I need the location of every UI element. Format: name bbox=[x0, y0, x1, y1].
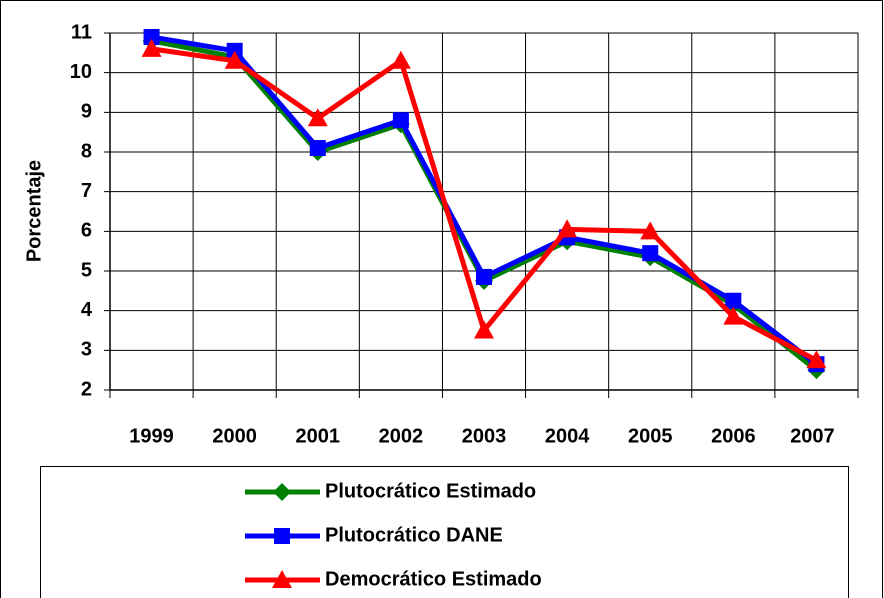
x-tick-label: 2002 bbox=[379, 425, 424, 447]
marker bbox=[392, 112, 409, 129]
x-tick-label: 2003 bbox=[462, 425, 507, 447]
legend-label: Plutocrático Estimado bbox=[325, 480, 536, 502]
x-tick-label: 1999 bbox=[129, 425, 174, 447]
y-tick-label: 9 bbox=[81, 101, 92, 123]
legend-label: Plutocrático DANE bbox=[325, 524, 503, 546]
x-tick-label: 2005 bbox=[628, 425, 673, 447]
y-tick-label: 3 bbox=[81, 339, 92, 361]
legend-box bbox=[40, 466, 849, 598]
marker bbox=[309, 140, 326, 157]
y-tick-label: 10 bbox=[70, 61, 92, 83]
marker bbox=[642, 245, 659, 262]
x-tick-label: 2007 bbox=[790, 425, 835, 447]
y-tick-label: 6 bbox=[81, 220, 92, 242]
y-tick-label: 8 bbox=[81, 140, 92, 162]
marker bbox=[723, 306, 744, 325]
marker bbox=[725, 292, 742, 309]
x-tick-label: 2000 bbox=[212, 425, 257, 447]
marker bbox=[143, 28, 160, 45]
marker bbox=[640, 221, 661, 240]
marker bbox=[557, 219, 578, 238]
marker bbox=[476, 268, 492, 285]
legend-label: Democrático Estimado bbox=[325, 568, 542, 590]
marker bbox=[141, 38, 162, 57]
marker bbox=[474, 320, 494, 339]
marker bbox=[806, 350, 827, 369]
legend: Plutocrático Estimado Plutocrático DANE De… bbox=[245, 480, 542, 590]
y-tick-label: 4 bbox=[81, 299, 93, 321]
marker bbox=[224, 50, 245, 69]
y-tick-label: 7 bbox=[81, 180, 92, 202]
y-tick-label: 2 bbox=[81, 378, 92, 400]
legend-marker bbox=[273, 483, 291, 501]
y-axis-label: Porcentaje bbox=[23, 160, 45, 262]
x-tick-label: 2006 bbox=[711, 425, 756, 447]
legend-marker bbox=[274, 528, 290, 544]
x-tick-label: 2004 bbox=[545, 425, 590, 447]
y-tick-label: 5 bbox=[81, 259, 92, 281]
y-tick-label: 11 bbox=[71, 21, 92, 43]
x-tick-label: 2001 bbox=[296, 425, 341, 447]
marker bbox=[307, 108, 328, 127]
marker bbox=[390, 50, 411, 69]
legend-marker bbox=[272, 570, 292, 588]
